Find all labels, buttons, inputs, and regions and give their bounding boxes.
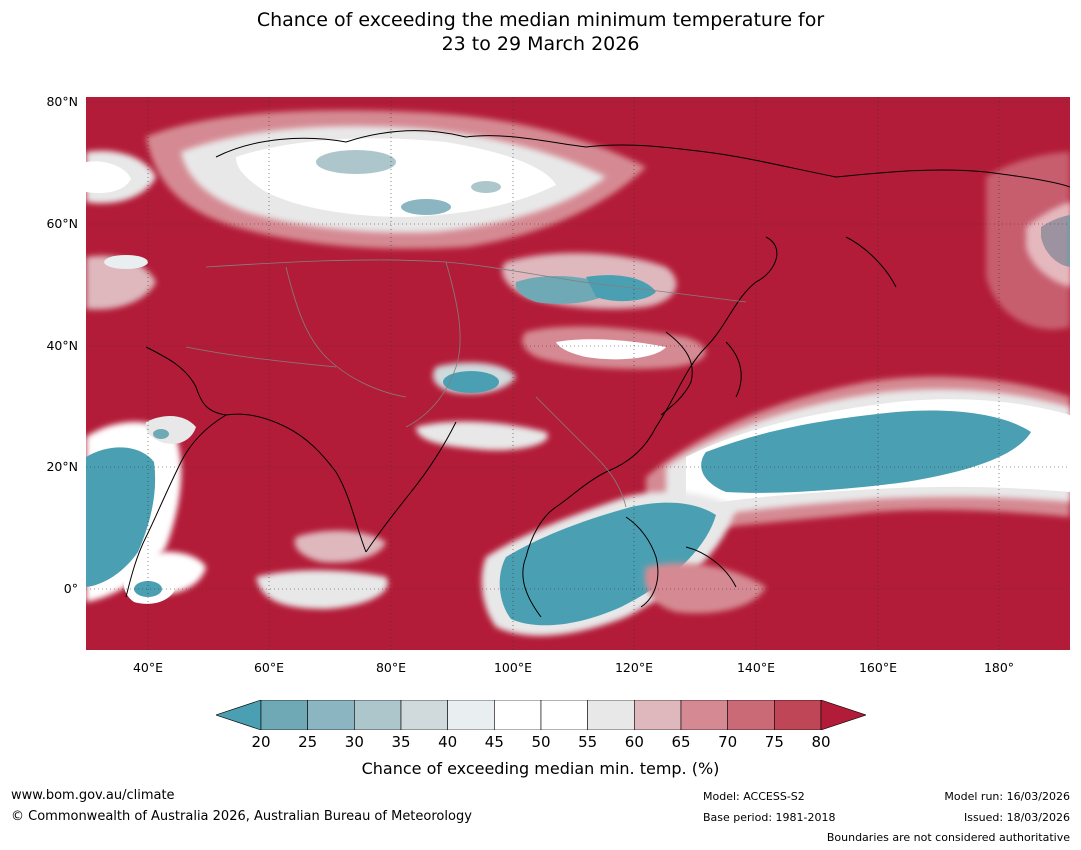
map-title: Chance of exceeding the median minimum t… xyxy=(0,8,1081,56)
colorbar-swatches xyxy=(215,699,867,731)
website-link[interactable]: www.bom.gov.au/climate xyxy=(11,788,175,803)
colorbar-tick-35: 35 xyxy=(391,733,411,751)
colorbar-tick-25: 25 xyxy=(298,733,318,751)
lon-label-140e: 140°E xyxy=(736,660,775,675)
lat-label-0: 0° xyxy=(63,581,78,596)
lat-label-20n: 20°N xyxy=(46,459,78,474)
colorbar-tick-30: 30 xyxy=(344,733,364,751)
colorbar-bin-30-35 xyxy=(354,699,402,731)
colorbar-tick-55: 55 xyxy=(578,733,598,751)
coastlines xyxy=(125,130,1070,618)
colorbar-tick-70: 70 xyxy=(718,733,738,751)
colorbar-tick-40: 40 xyxy=(438,733,458,751)
colorbar-extend-high xyxy=(820,699,867,731)
lat-label-40n: 40°N xyxy=(46,338,78,353)
colorbar-bin-75-80 xyxy=(774,699,822,731)
central-asia-patches xyxy=(416,252,706,451)
model-run-date: Model run: 16/03/2026 xyxy=(944,790,1070,803)
colorbar-tick-60: 60 xyxy=(624,733,644,751)
boundaries-disclaimer: Boundaries are not considered authoritat… xyxy=(826,831,1070,844)
colorbar-tick-65: 65 xyxy=(671,733,691,751)
lon-label-180: 180° xyxy=(983,660,1015,675)
lon-label-60e: 60°E xyxy=(253,660,285,675)
lat-label-80n: 80°N xyxy=(46,94,78,109)
colorbar-bin-55-60 xyxy=(587,699,635,731)
title-line-2: 23 to 29 March 2026 xyxy=(441,33,640,55)
colorbar-tick-45: 45 xyxy=(484,733,504,751)
lon-label-120e: 120°E xyxy=(614,660,653,675)
colorbar-extend-low xyxy=(215,699,262,731)
colorbar xyxy=(215,699,867,731)
lon-label-40e: 40°E xyxy=(132,660,164,675)
colorbar-bin-60-65 xyxy=(634,699,682,731)
issued-date: Issued: 18/03/2026 xyxy=(963,811,1070,824)
lat-label-60n: 60°N xyxy=(46,216,78,231)
colorbar-bin-25-30 xyxy=(307,699,355,731)
country-borders xyxy=(185,259,747,508)
maritime-continent xyxy=(131,491,766,636)
colorbar-tick-20: 20 xyxy=(251,733,271,751)
colorbar-bin-65-70 xyxy=(680,699,728,731)
colorbar-bin-50-55 xyxy=(540,699,588,731)
africa-arabia-region xyxy=(86,415,196,604)
colorbar-bin-20-25 xyxy=(260,699,308,731)
lon-label-80e: 80°E xyxy=(375,660,407,675)
colorbar-tick-75: 75 xyxy=(764,733,784,751)
colorbar-bin-35-40 xyxy=(400,699,448,731)
base-period: Base period: 1981-2018 xyxy=(703,811,836,824)
forecast-map xyxy=(86,97,1070,650)
colorbar-bin-40-45 xyxy=(447,699,495,731)
colorbar-tick-50: 50 xyxy=(531,733,551,751)
title-line-1: Chance of exceeding the median minimum t… xyxy=(256,9,825,31)
colorbar-bin-70-75 xyxy=(727,699,775,731)
colorbar-bin-45-50 xyxy=(494,699,542,731)
lon-label-100e: 100°E xyxy=(493,660,532,675)
copyright-text: © Commonwealth of Australia 2026, Austra… xyxy=(11,809,472,824)
map-canvas xyxy=(86,97,1070,650)
lon-label-160e: 160°E xyxy=(858,660,897,675)
model-name: Model: ACCESS-S2 xyxy=(703,790,805,803)
graticule xyxy=(86,97,1070,650)
colorbar-label: Chance of exceeding median min. temp. (%… xyxy=(361,759,720,778)
colorbar-tick-80: 80 xyxy=(811,733,831,751)
northern-russia-region xyxy=(86,110,646,310)
